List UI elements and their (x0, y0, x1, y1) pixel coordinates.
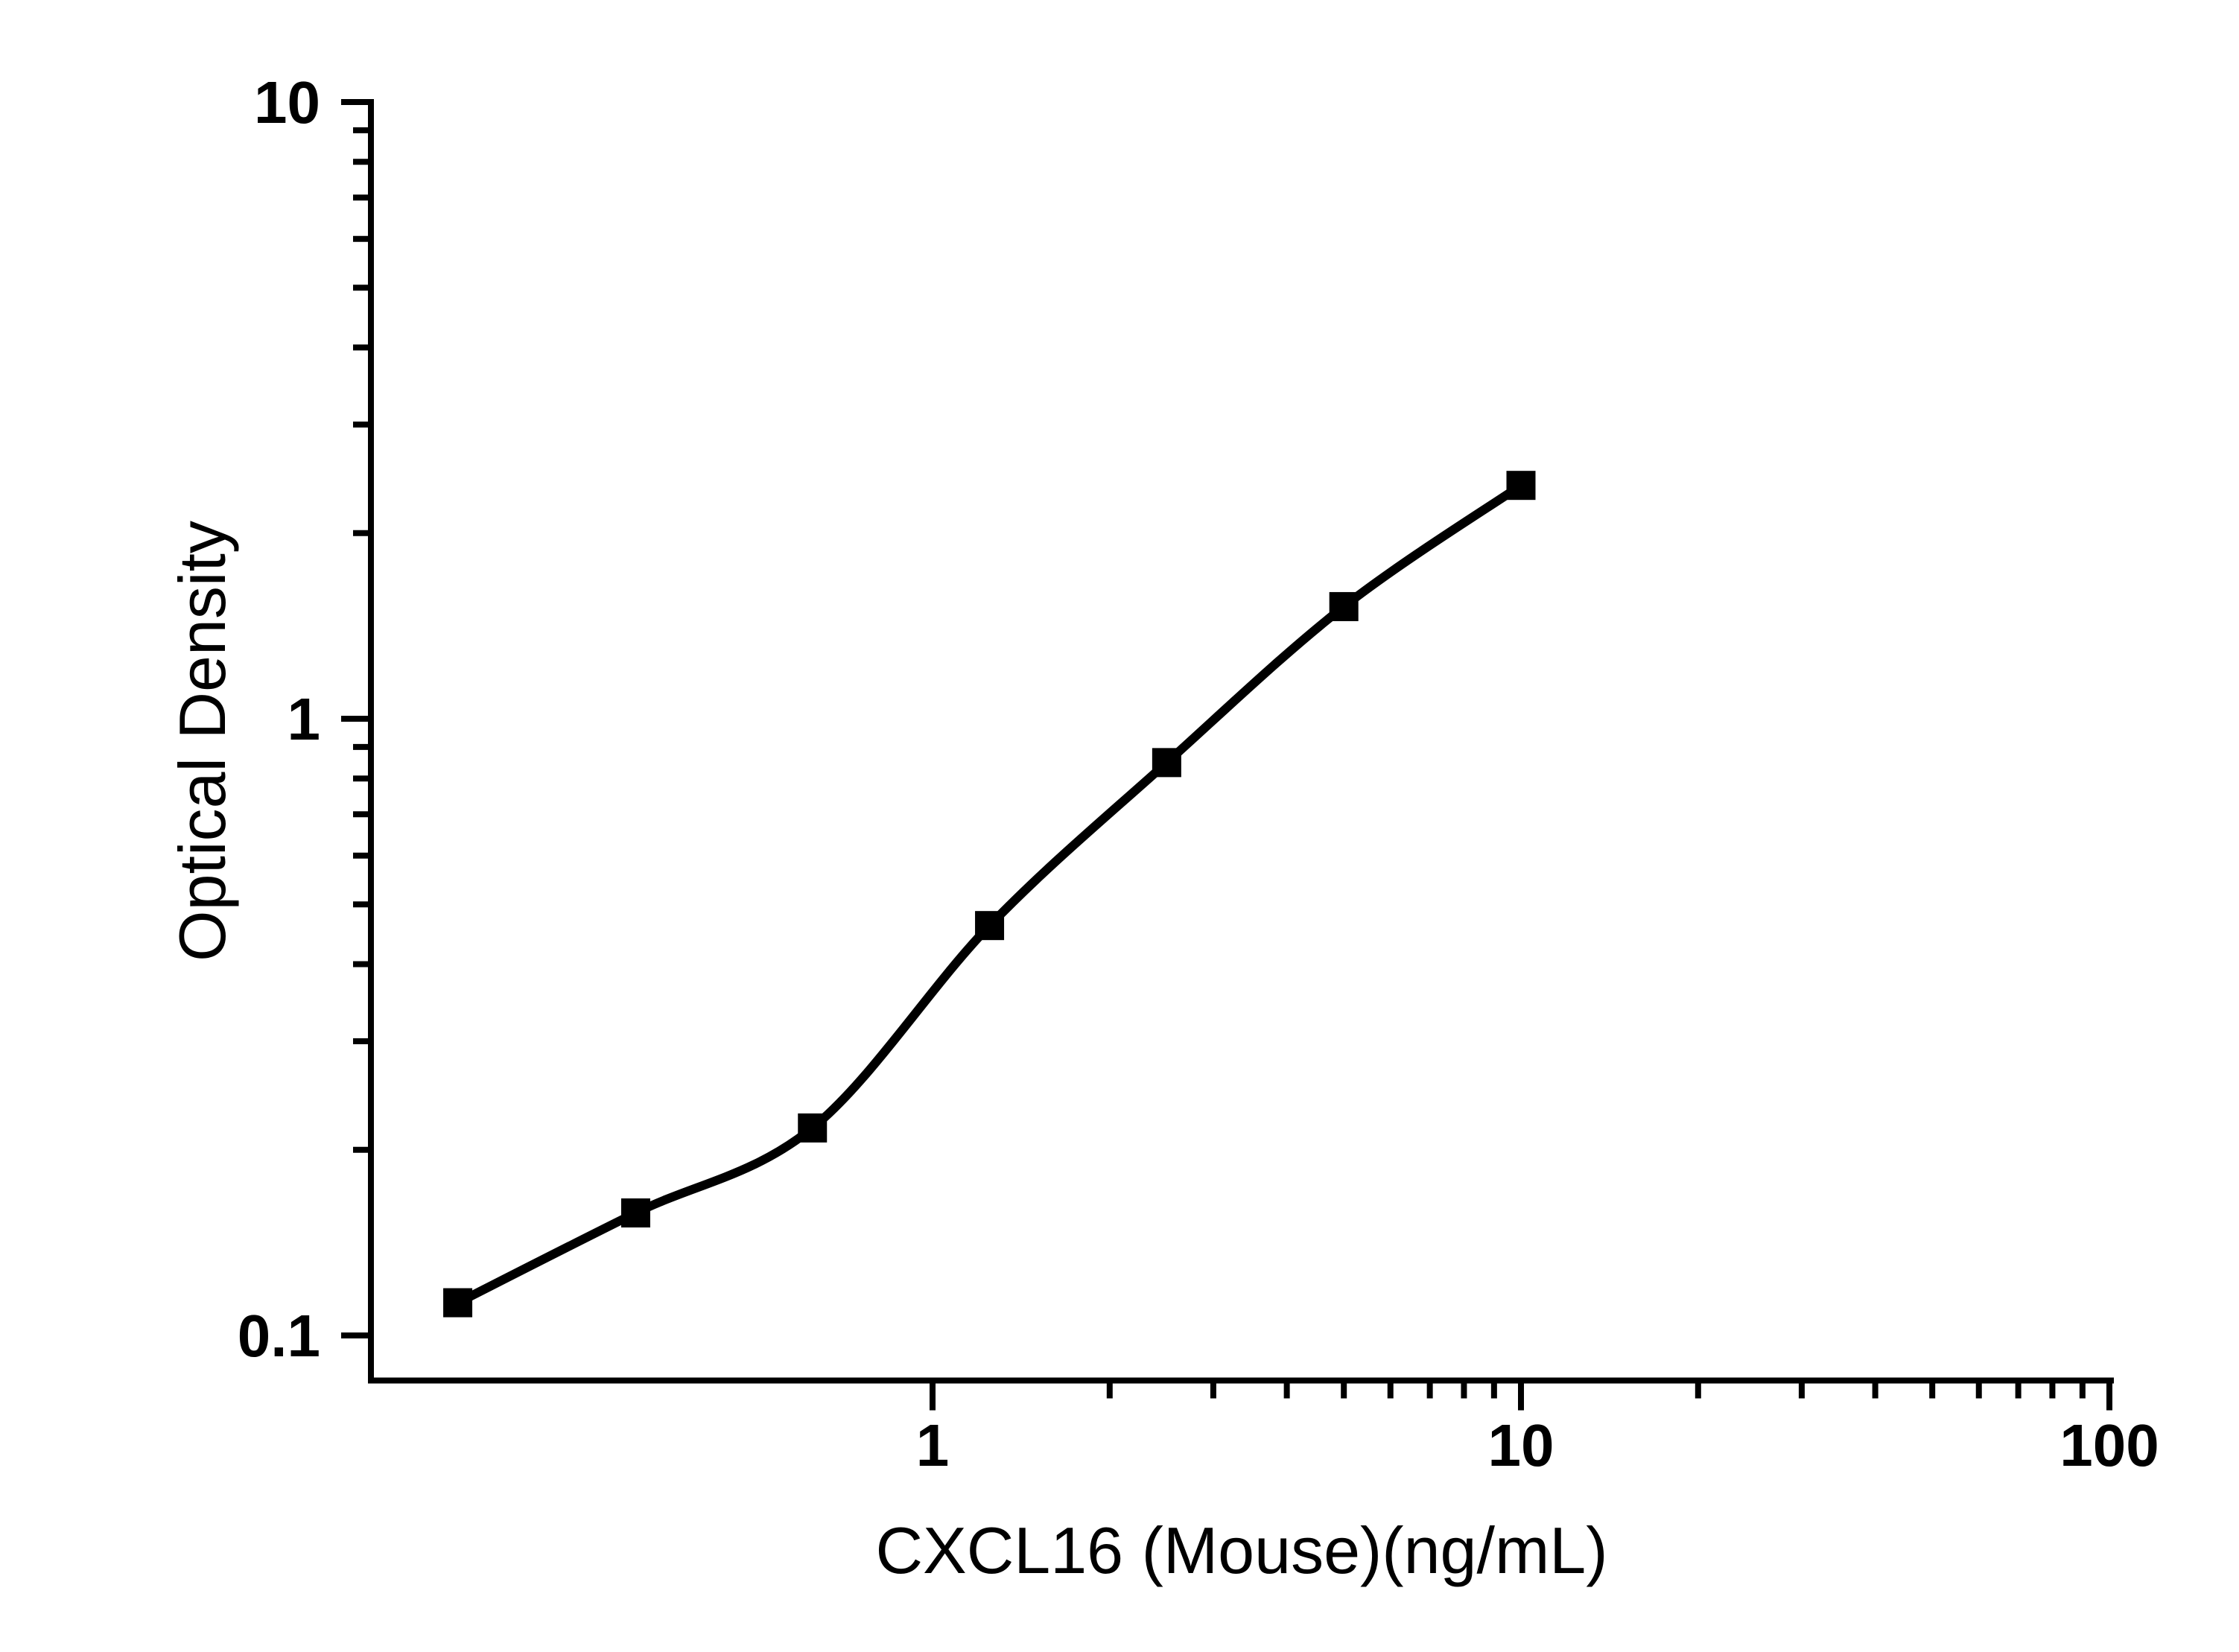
y-axis-title: Optical Density (165, 521, 239, 962)
x-tick-label: 100 (2059, 1412, 2159, 1478)
x-tick-label: 1 (916, 1412, 950, 1478)
data-point-marker (1506, 471, 1536, 501)
data-point-marker (1329, 591, 1359, 621)
y-tick-label: 1 (288, 686, 321, 752)
data-point-marker (1152, 748, 1181, 778)
x-axis-title: CXCL16 (Mouse)(ng/mL) (876, 1513, 1608, 1587)
y-tick-label: 10 (254, 69, 320, 136)
data-point-marker (443, 1288, 473, 1318)
x-tick-label: 10 (1488, 1412, 1554, 1478)
data-point-marker (798, 1113, 828, 1143)
data-point-marker (620, 1198, 650, 1228)
data-point-marker (975, 911, 1005, 941)
axis-frame (368, 99, 2114, 1384)
y-tick-label: 0.1 (238, 1303, 320, 1369)
